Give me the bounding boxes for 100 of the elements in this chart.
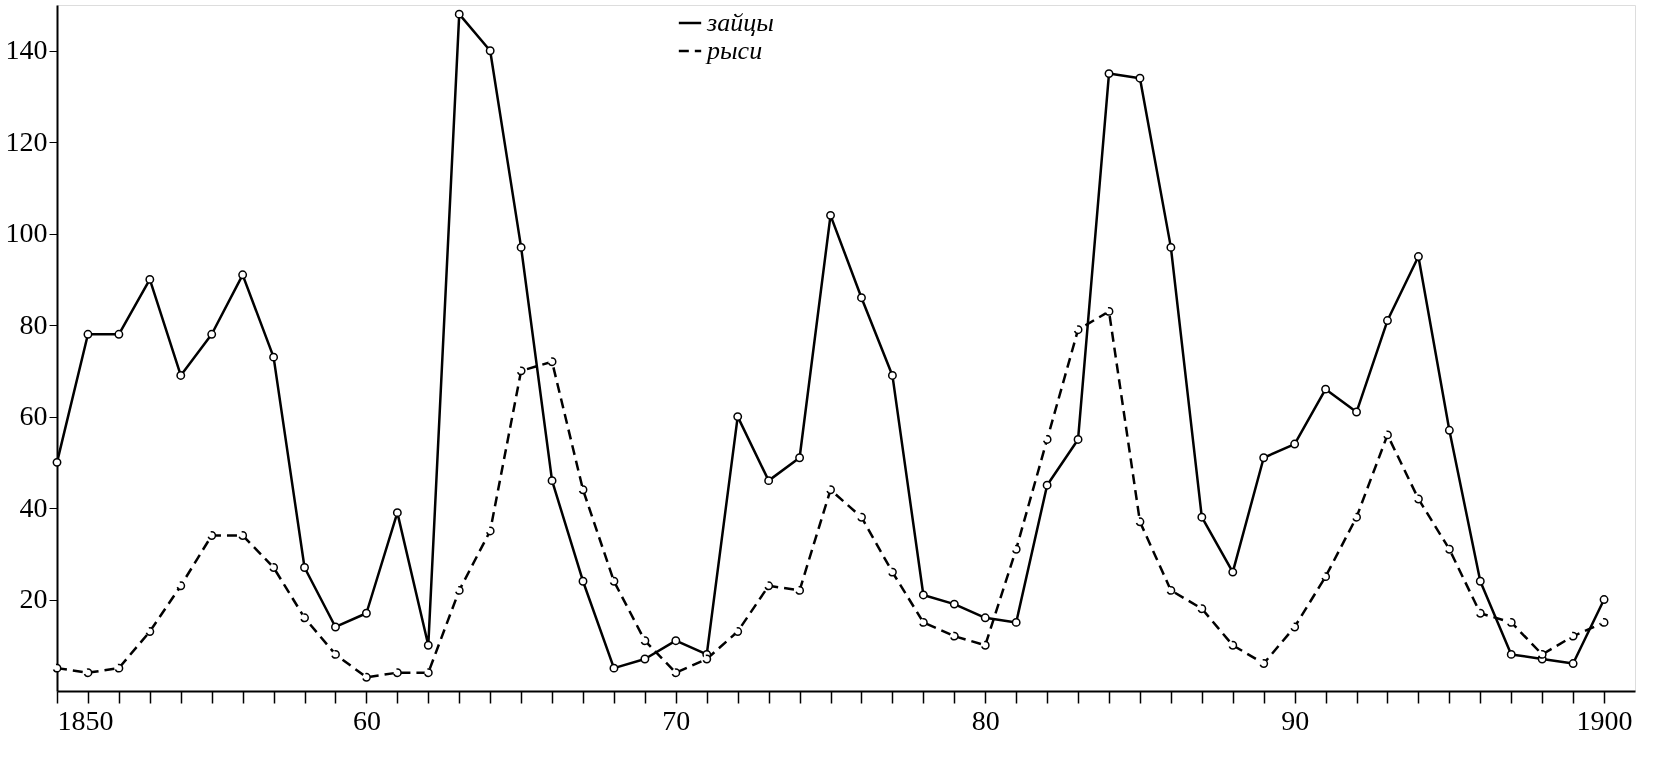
point: [485, 526, 495, 536]
point: [207, 329, 217, 339]
point: [454, 9, 464, 19]
point: [331, 649, 340, 659]
point: [361, 672, 371, 682]
point: [83, 329, 93, 339]
point: [887, 370, 897, 380]
point: [1475, 576, 1485, 586]
y-tick-label: 80: [19, 308, 48, 340]
point: [640, 654, 650, 664]
point: [1073, 325, 1083, 335]
point: [733, 627, 743, 636]
x-tick-label: 1900: [1576, 704, 1633, 736]
point: [795, 585, 805, 595]
point: [1444, 544, 1454, 554]
point: [238, 531, 248, 540]
point: [609, 576, 619, 586]
point: [795, 453, 805, 463]
point: [83, 668, 93, 678]
point: [1011, 617, 1021, 627]
x-tick-label: 90: [1281, 704, 1310, 736]
point: [1104, 306, 1114, 316]
y-tick-label: 20: [19, 583, 48, 615]
point: [1011, 544, 1021, 554]
y-tick-label: 100: [5, 217, 48, 249]
point: [176, 370, 186, 380]
point: [1042, 480, 1052, 490]
point: [1321, 384, 1331, 394]
point: [949, 631, 959, 641]
point: [702, 654, 712, 664]
point: [1135, 517, 1145, 527]
point: [826, 485, 835, 495]
point: [980, 640, 990, 650]
point: [857, 512, 866, 522]
point: [1383, 316, 1392, 326]
point: [1475, 608, 1485, 618]
point: [238, 270, 248, 280]
x-tick-label: 80: [971, 704, 1000, 736]
point: [1259, 453, 1269, 463]
point: [485, 46, 495, 56]
point: [423, 640, 433, 650]
point: [1228, 640, 1238, 650]
point: [1383, 430, 1392, 440]
point: [733, 412, 743, 422]
point: [52, 663, 62, 673]
legend-label: рыси: [705, 36, 763, 65]
point: [331, 622, 340, 632]
point: [1321, 572, 1331, 582]
x-tick-label: 1850: [57, 704, 114, 736]
point: [176, 581, 186, 591]
point: [52, 457, 62, 467]
point: [887, 567, 897, 577]
point: [857, 293, 866, 303]
point: [1166, 242, 1176, 252]
point: [1228, 567, 1238, 577]
point: [671, 668, 681, 678]
point: [1042, 435, 1052, 444]
point: [145, 274, 155, 284]
point: [640, 636, 650, 646]
point: [918, 590, 928, 600]
y-tick-label: 140: [5, 34, 48, 66]
point: [269, 352, 279, 362]
point: [1537, 649, 1547, 659]
y-tick-label: 60: [19, 400, 48, 432]
point: [114, 663, 124, 673]
point: [1352, 512, 1361, 522]
point: [671, 636, 681, 646]
point: [1599, 595, 1609, 604]
y-tick-label: 40: [19, 491, 48, 523]
point: [145, 627, 155, 636]
point: [1290, 622, 1300, 632]
legend-label: зайцы: [706, 8, 774, 37]
point: [547, 357, 557, 367]
point: [1166, 585, 1176, 595]
point: [269, 563, 279, 572]
point: [392, 668, 402, 678]
point: [1259, 659, 1269, 669]
y-tick-label: 120: [5, 125, 48, 157]
point: [609, 663, 619, 673]
point: [578, 485, 588, 495]
point: [516, 242, 526, 252]
point: [1413, 494, 1423, 504]
point: [764, 581, 774, 591]
point: [1135, 73, 1145, 83]
point: [1444, 425, 1454, 435]
point: [300, 613, 309, 623]
point: [392, 508, 402, 518]
point: [1568, 631, 1578, 641]
point: [454, 585, 464, 595]
point: [1506, 649, 1516, 659]
x-tick-label: 60: [352, 704, 381, 736]
point: [1413, 252, 1423, 261]
point: [1506, 617, 1516, 627]
point: [1290, 439, 1300, 449]
point: [547, 476, 557, 486]
point: [1104, 69, 1114, 79]
x-tick-label: 70: [662, 704, 691, 736]
point: [980, 613, 990, 623]
point: [764, 476, 774, 486]
point: [423, 668, 433, 678]
